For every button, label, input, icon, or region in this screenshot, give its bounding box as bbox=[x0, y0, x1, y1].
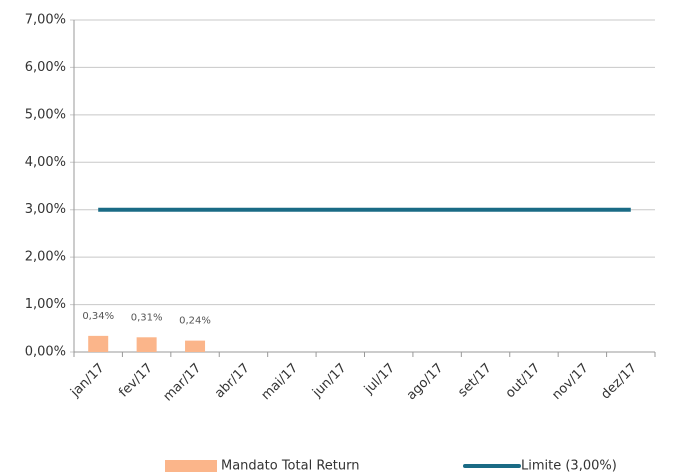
y-tick-label: 7,00% bbox=[25, 13, 66, 28]
bar bbox=[88, 335, 109, 352]
x-tick-label: jun/17 bbox=[309, 361, 349, 401]
y-tick-label: 6,00% bbox=[25, 60, 66, 75]
x-tick-label: jul/17 bbox=[361, 361, 398, 398]
x-tick-label: nov/17 bbox=[549, 361, 591, 403]
value-label: 0,34% bbox=[82, 311, 114, 322]
y-tick-label: 1,00% bbox=[25, 297, 66, 312]
x-tick-label: jan/17 bbox=[67, 361, 107, 401]
x-tick-label: mai/17 bbox=[259, 361, 302, 404]
y-tick-label: 5,00% bbox=[25, 107, 66, 122]
x-tick-label: set/17 bbox=[455, 361, 494, 400]
x-tick-label: out/17 bbox=[503, 361, 543, 401]
legend-label: Limite (3,00%) bbox=[521, 459, 617, 474]
x-tick-label: abr/17 bbox=[212, 361, 253, 402]
y-tick-label: 0,00% bbox=[25, 345, 66, 360]
y-tick-label: 2,00% bbox=[25, 250, 66, 265]
value-label: 0,31% bbox=[131, 312, 163, 323]
legend-swatch bbox=[165, 460, 217, 472]
y-tick-label: 3,00% bbox=[25, 202, 66, 217]
x-tick-label: ago/17 bbox=[404, 361, 446, 403]
bar bbox=[185, 340, 206, 352]
x-tick-label: dez/17 bbox=[598, 361, 640, 403]
legend-label: Mandato Total Return bbox=[221, 459, 359, 474]
x-tick-label: mar/17 bbox=[161, 361, 205, 405]
bar bbox=[136, 337, 157, 352]
value-label: 0,24% bbox=[179, 316, 211, 327]
x-tick-label: fev/17 bbox=[116, 361, 156, 401]
y-tick-label: 4,00% bbox=[25, 155, 66, 170]
